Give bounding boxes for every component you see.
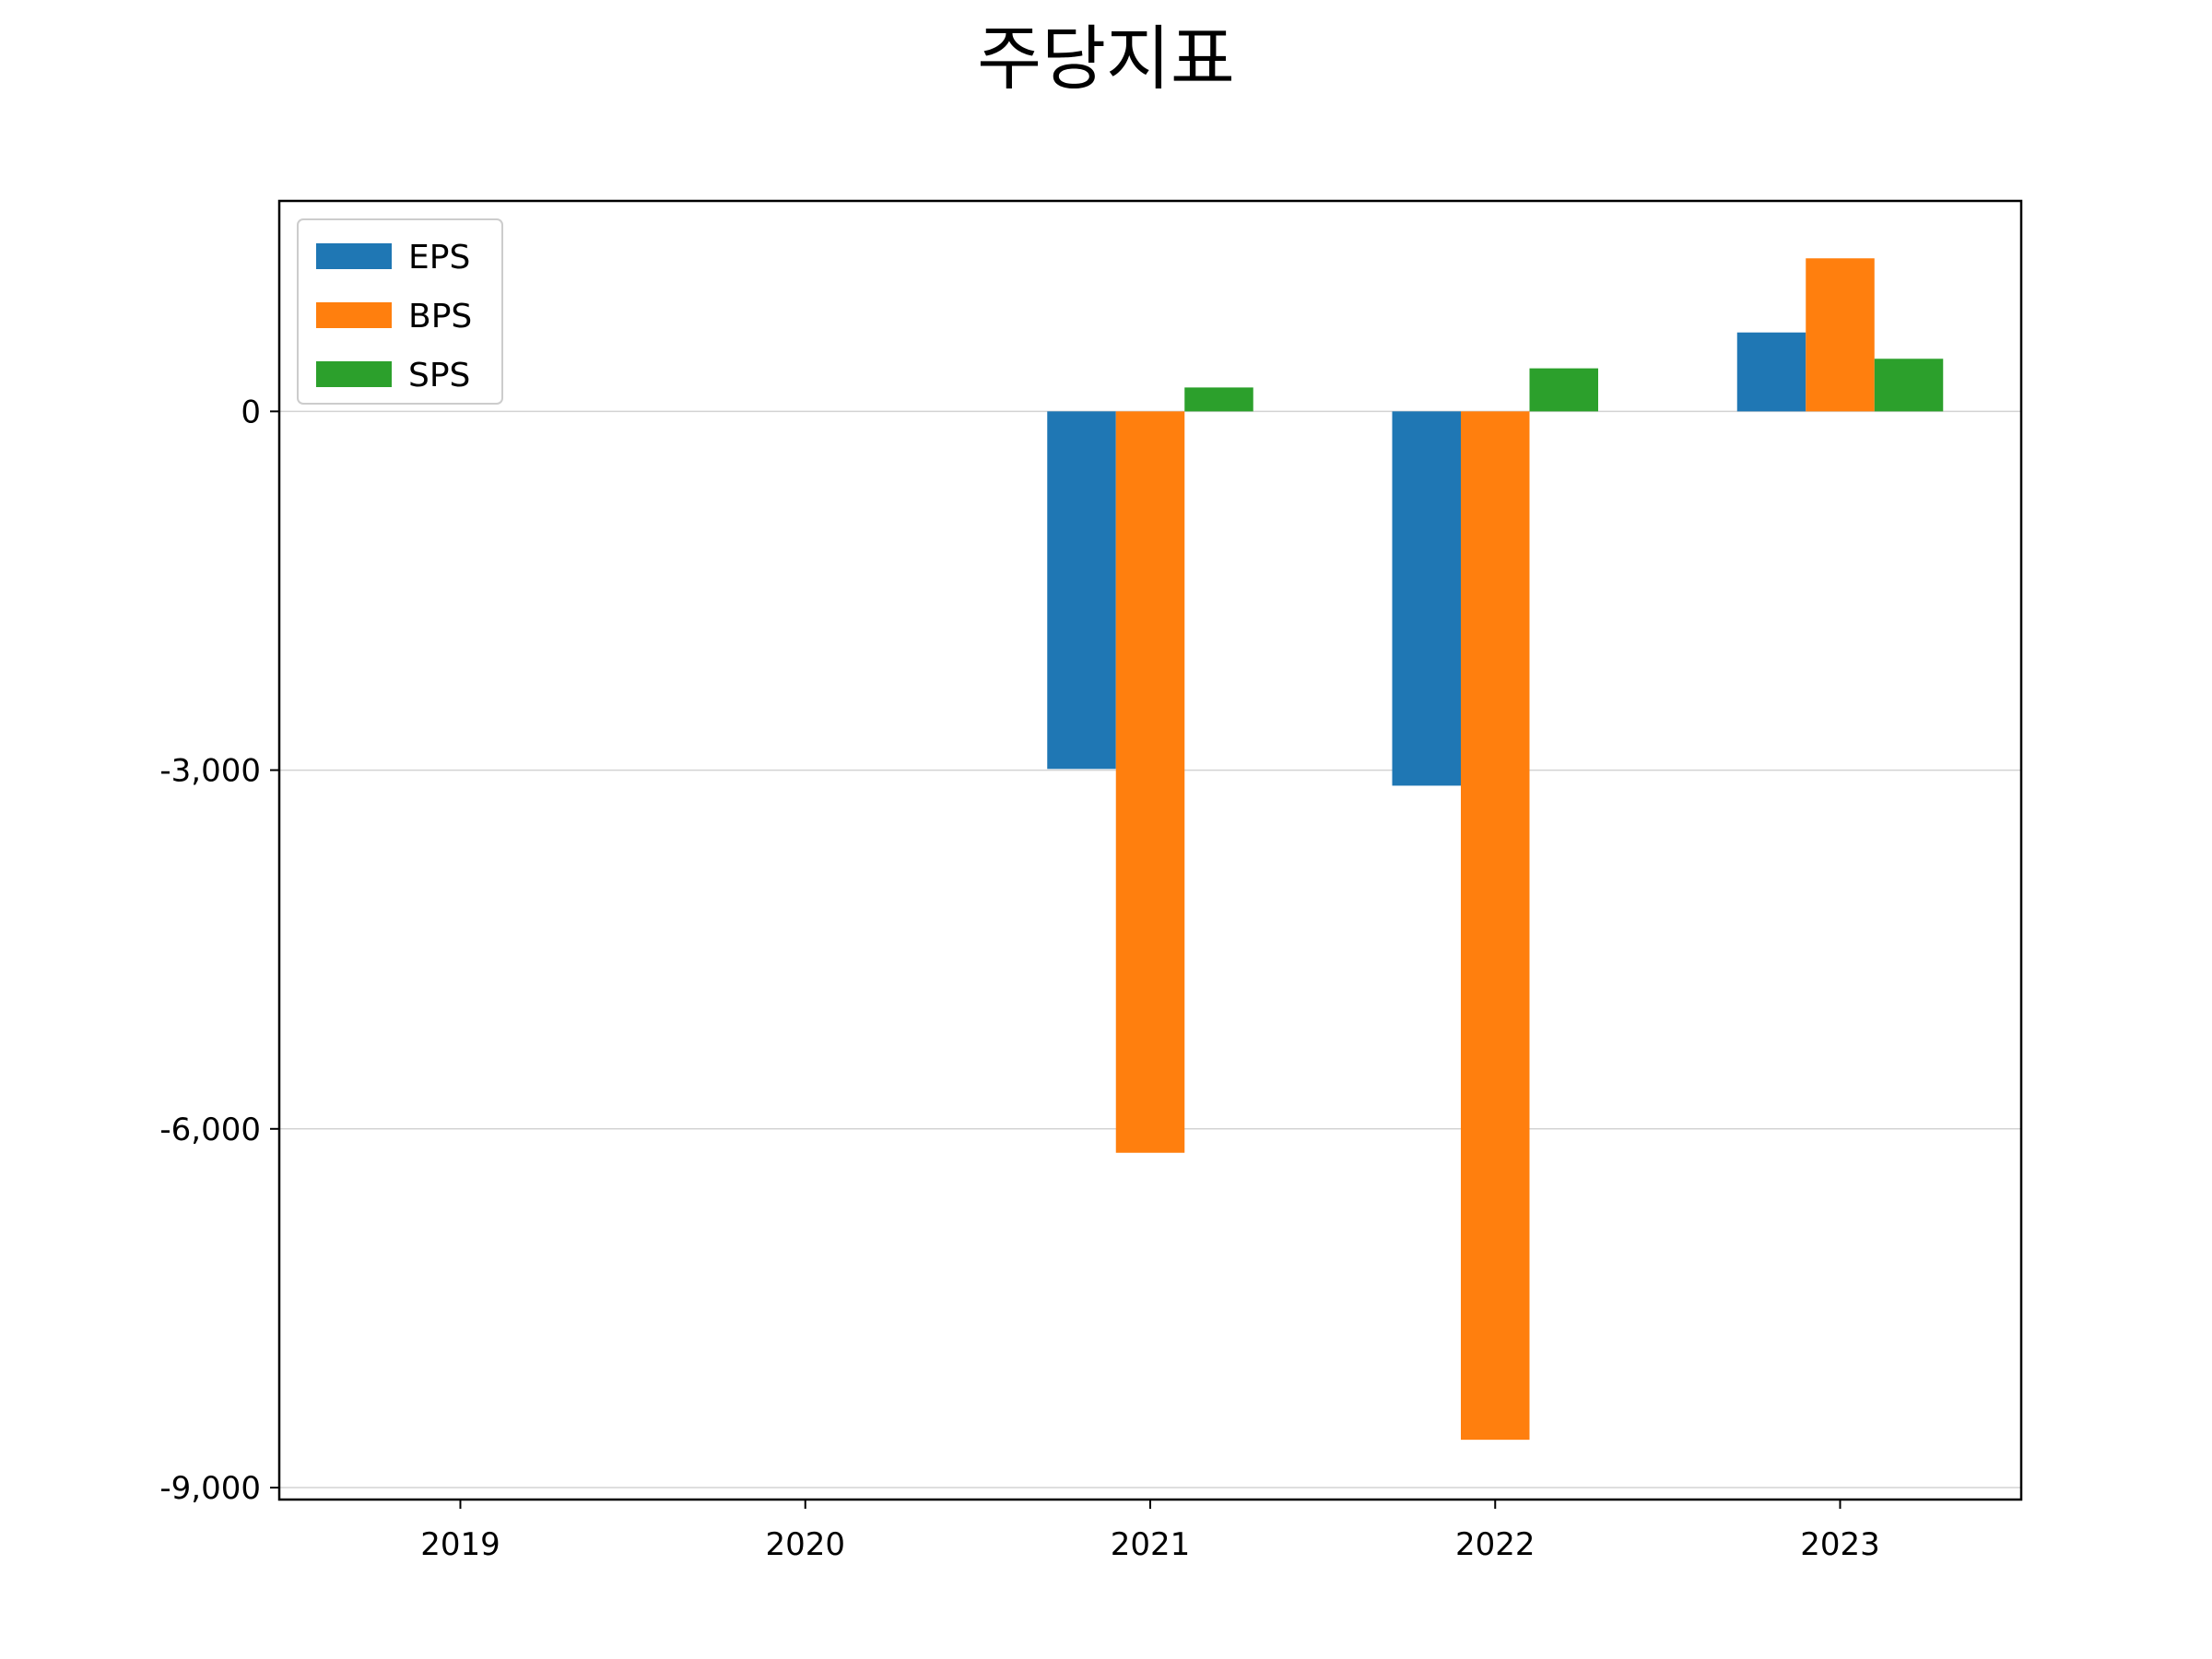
y-tick-label: -6,000 <box>159 1112 261 1148</box>
x-tick-label-2019: 2019 <box>420 1526 500 1563</box>
bar-sps-2022 <box>1529 368 1599 412</box>
bar-bps-2023 <box>1806 258 1875 412</box>
x-tick-label-2023: 2023 <box>1800 1526 1880 1563</box>
legend-swatch-eps <box>316 243 392 269</box>
bar-bps-2021 <box>1115 411 1185 1153</box>
y-tick-label: 0 <box>241 394 261 430</box>
legend-label-bps: BPS <box>408 298 472 335</box>
bar-eps-2022 <box>1392 411 1462 786</box>
bar-eps-2023 <box>1736 332 1806 412</box>
x-tick-label-2022: 2022 <box>1455 1526 1535 1563</box>
bar-sps-2023 <box>1874 359 1944 412</box>
bars <box>1047 258 1944 1441</box>
bar-sps-2021 <box>1184 387 1253 412</box>
chart-title: 주당지표 <box>977 18 1235 100</box>
legend-label-sps: SPS <box>408 357 470 394</box>
legend-swatch-sps <box>316 361 392 387</box>
y-tick-label: -9,000 <box>159 1470 261 1507</box>
x-axis: 2019 2020 2021 2022 2023 <box>420 1500 1880 1563</box>
x-tick-label-2021: 2021 <box>1111 1526 1191 1563</box>
bar-eps-2021 <box>1047 411 1116 770</box>
bar-bps-2022 <box>1461 411 1530 1441</box>
legend-label-eps: EPS <box>408 239 470 276</box>
y-tick-label: -3,000 <box>159 753 261 790</box>
x-tick-label-2020: 2020 <box>765 1526 845 1563</box>
legend-swatch-bps <box>316 302 392 328</box>
legend: EPS BPS SPS <box>297 218 503 405</box>
y-axis: 0 -3,000 -6,000 -9,000 <box>159 394 279 1507</box>
